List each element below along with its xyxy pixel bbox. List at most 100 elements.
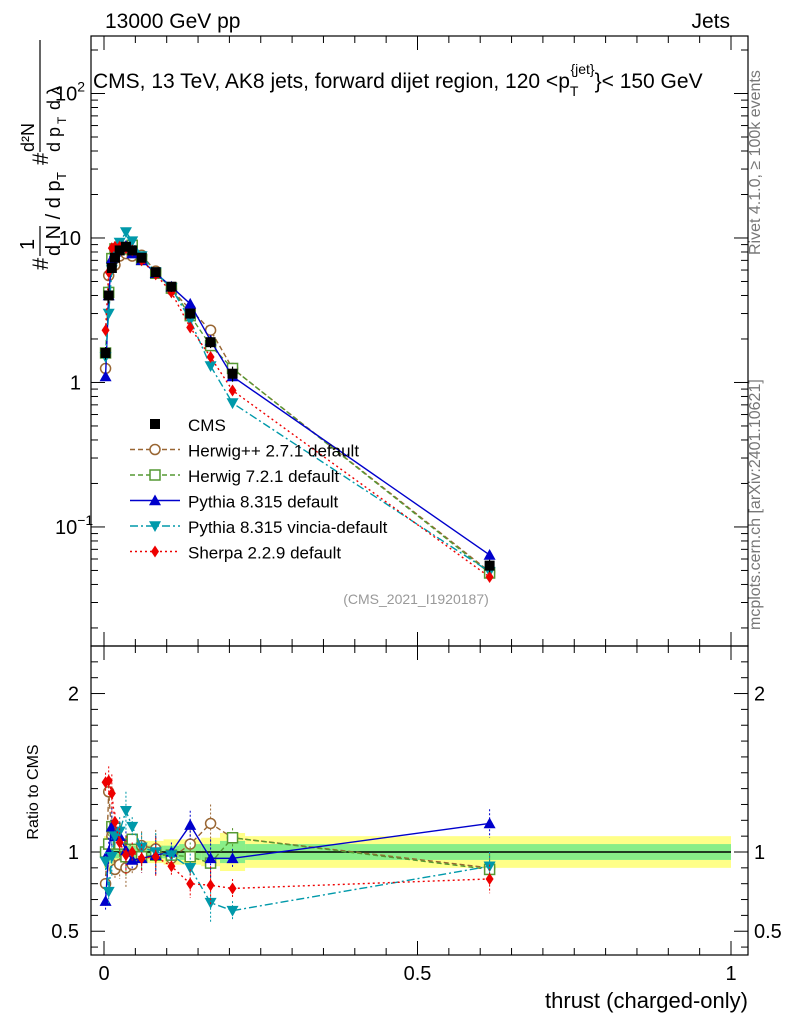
cms-marker [106, 262, 117, 273]
legend-marker [149, 494, 161, 506]
svg-text:1: 1 [17, 239, 39, 250]
y-tick-label-base: 10 [55, 517, 77, 539]
header-left: 13000 GeV pp [105, 10, 240, 33]
series-marker [226, 398, 239, 410]
cms-marker [120, 241, 131, 252]
ratio-y-tick-label: 2 [68, 684, 79, 706]
main-ylabel: # 1 d N / d p T # d²N d p T d λ [17, 40, 69, 270]
y-tick-label: 10 [59, 228, 81, 250]
series-marker [483, 548, 496, 560]
cms-marker [166, 281, 177, 292]
series-marker [228, 384, 237, 397]
side-label-top: Rivet 4.1.0, ≥ 100k events [747, 70, 764, 255]
ratio-marker [104, 774, 113, 787]
ratio-y-tick-label-right: 1 [754, 842, 765, 864]
ratio-marker [165, 850, 178, 862]
ratio-marker [107, 787, 116, 800]
legend-marker [149, 469, 161, 481]
series-marker [186, 321, 195, 334]
cms-marker [484, 560, 495, 571]
ratio-marker [204, 852, 217, 864]
legend: CMS Herwig++ 2.7.1 default Herwig 7.2.1 de… [130, 416, 388, 563]
ratio-marker [119, 806, 132, 817]
ratio-marker [102, 886, 115, 898]
svg-text:d λ: d λ [44, 86, 64, 110]
ratio-y-tick-label-right: 0.5 [754, 921, 782, 943]
ratio-marker [121, 849, 130, 862]
analysis-id: (CMS_2021_I1920187) [343, 591, 489, 607]
series-marker [184, 297, 197, 309]
side-label-bottom: mcplots.cern.ch [arXiv:2401.10621] [747, 379, 764, 630]
plot-title-main: CMS, 13 TeV, AK8 jets, forward dijet reg… [93, 70, 570, 93]
ratio-panel-frame [90, 645, 749, 956]
ratio-y-tick-label-right: 2 [754, 684, 765, 706]
legend-marker-cms [150, 419, 160, 429]
ratio-marker [204, 817, 217, 830]
ratio-marker [137, 852, 146, 865]
cms-marker [205, 337, 216, 348]
series-marker [485, 571, 494, 584]
ratio-marker [126, 821, 139, 833]
ratio-marker [184, 863, 197, 874]
ratio-marker [485, 872, 494, 885]
legend-label: Herwig++ 2.7.1 default [188, 442, 359, 461]
series-marker [126, 236, 139, 248]
svg-text:#: # [28, 257, 53, 270]
ratio-axes: 0.5 0.5 1 1 2 2 [51, 661, 782, 948]
y-tick-label: 1 [70, 372, 81, 394]
y-tick-label-exponent: 2 [77, 78, 85, 94]
cms-marker [227, 368, 238, 379]
svg-text:T: T [54, 172, 69, 180]
y-tick-label: 102 [55, 78, 85, 105]
ratio-ylabel: Ratio to CMS [25, 744, 42, 839]
series-marker [99, 370, 112, 382]
ratio-marker [226, 905, 239, 917]
legend-label-cms: CMS [188, 416, 226, 435]
ratio-marker [483, 861, 496, 873]
ratio-marker [113, 826, 126, 838]
ratio-marker [226, 831, 239, 844]
cms-marker [150, 267, 161, 278]
ratio-marker [105, 851, 118, 863]
plot-title-sup: {jet} [570, 61, 594, 77]
svg-text:d N / d p: d N / d p [43, 180, 65, 256]
cms-marker [136, 252, 147, 263]
svg-text:T: T [55, 116, 69, 124]
ratio-marker [483, 817, 496, 829]
x-tick-label: 0 [98, 963, 109, 985]
legend-marker [151, 545, 159, 558]
cms-marker [185, 308, 196, 319]
ratio-y-tick-label: 0.5 [51, 921, 79, 943]
cms-marker [109, 252, 120, 263]
ratio-marker [110, 815, 119, 828]
cms-marker [100, 347, 111, 358]
series-marker [102, 308, 115, 320]
x-axis-label: thrust (charged-only) [545, 988, 748, 1013]
plot-title: CMS, 13 TeV, AK8 jets, forward dijet reg… [93, 61, 703, 99]
cms-marker [127, 245, 138, 256]
main-series [99, 227, 496, 584]
series-marker [101, 324, 110, 337]
y-tick-label-exponent: −1 [77, 512, 93, 528]
ratio-marker [184, 819, 197, 830]
svg-text:#: # [28, 152, 53, 165]
y-tick-label-base: 10 [55, 83, 77, 105]
y-tick-label: 10−1 [55, 512, 93, 539]
ratio-marker [186, 877, 195, 890]
ratio-line [105, 779, 490, 890]
ratio-marker [128, 846, 137, 858]
legend-label: Pythia 8.315 default [188, 493, 339, 512]
ratio-marker [115, 836, 124, 849]
ratio-marker [206, 879, 215, 892]
ratio-marker [167, 860, 176, 873]
ratio-y-tick-label: 1 [68, 842, 79, 864]
cms-marker [103, 290, 114, 301]
series-marker [206, 351, 215, 364]
cms-marker [114, 245, 125, 256]
plot-title-sub: T [570, 83, 579, 99]
svg-text:d²N: d²N [18, 123, 38, 152]
legend-label: Herwig 7.2.1 default [188, 467, 339, 486]
svg-text:d p: d p [44, 127, 64, 152]
